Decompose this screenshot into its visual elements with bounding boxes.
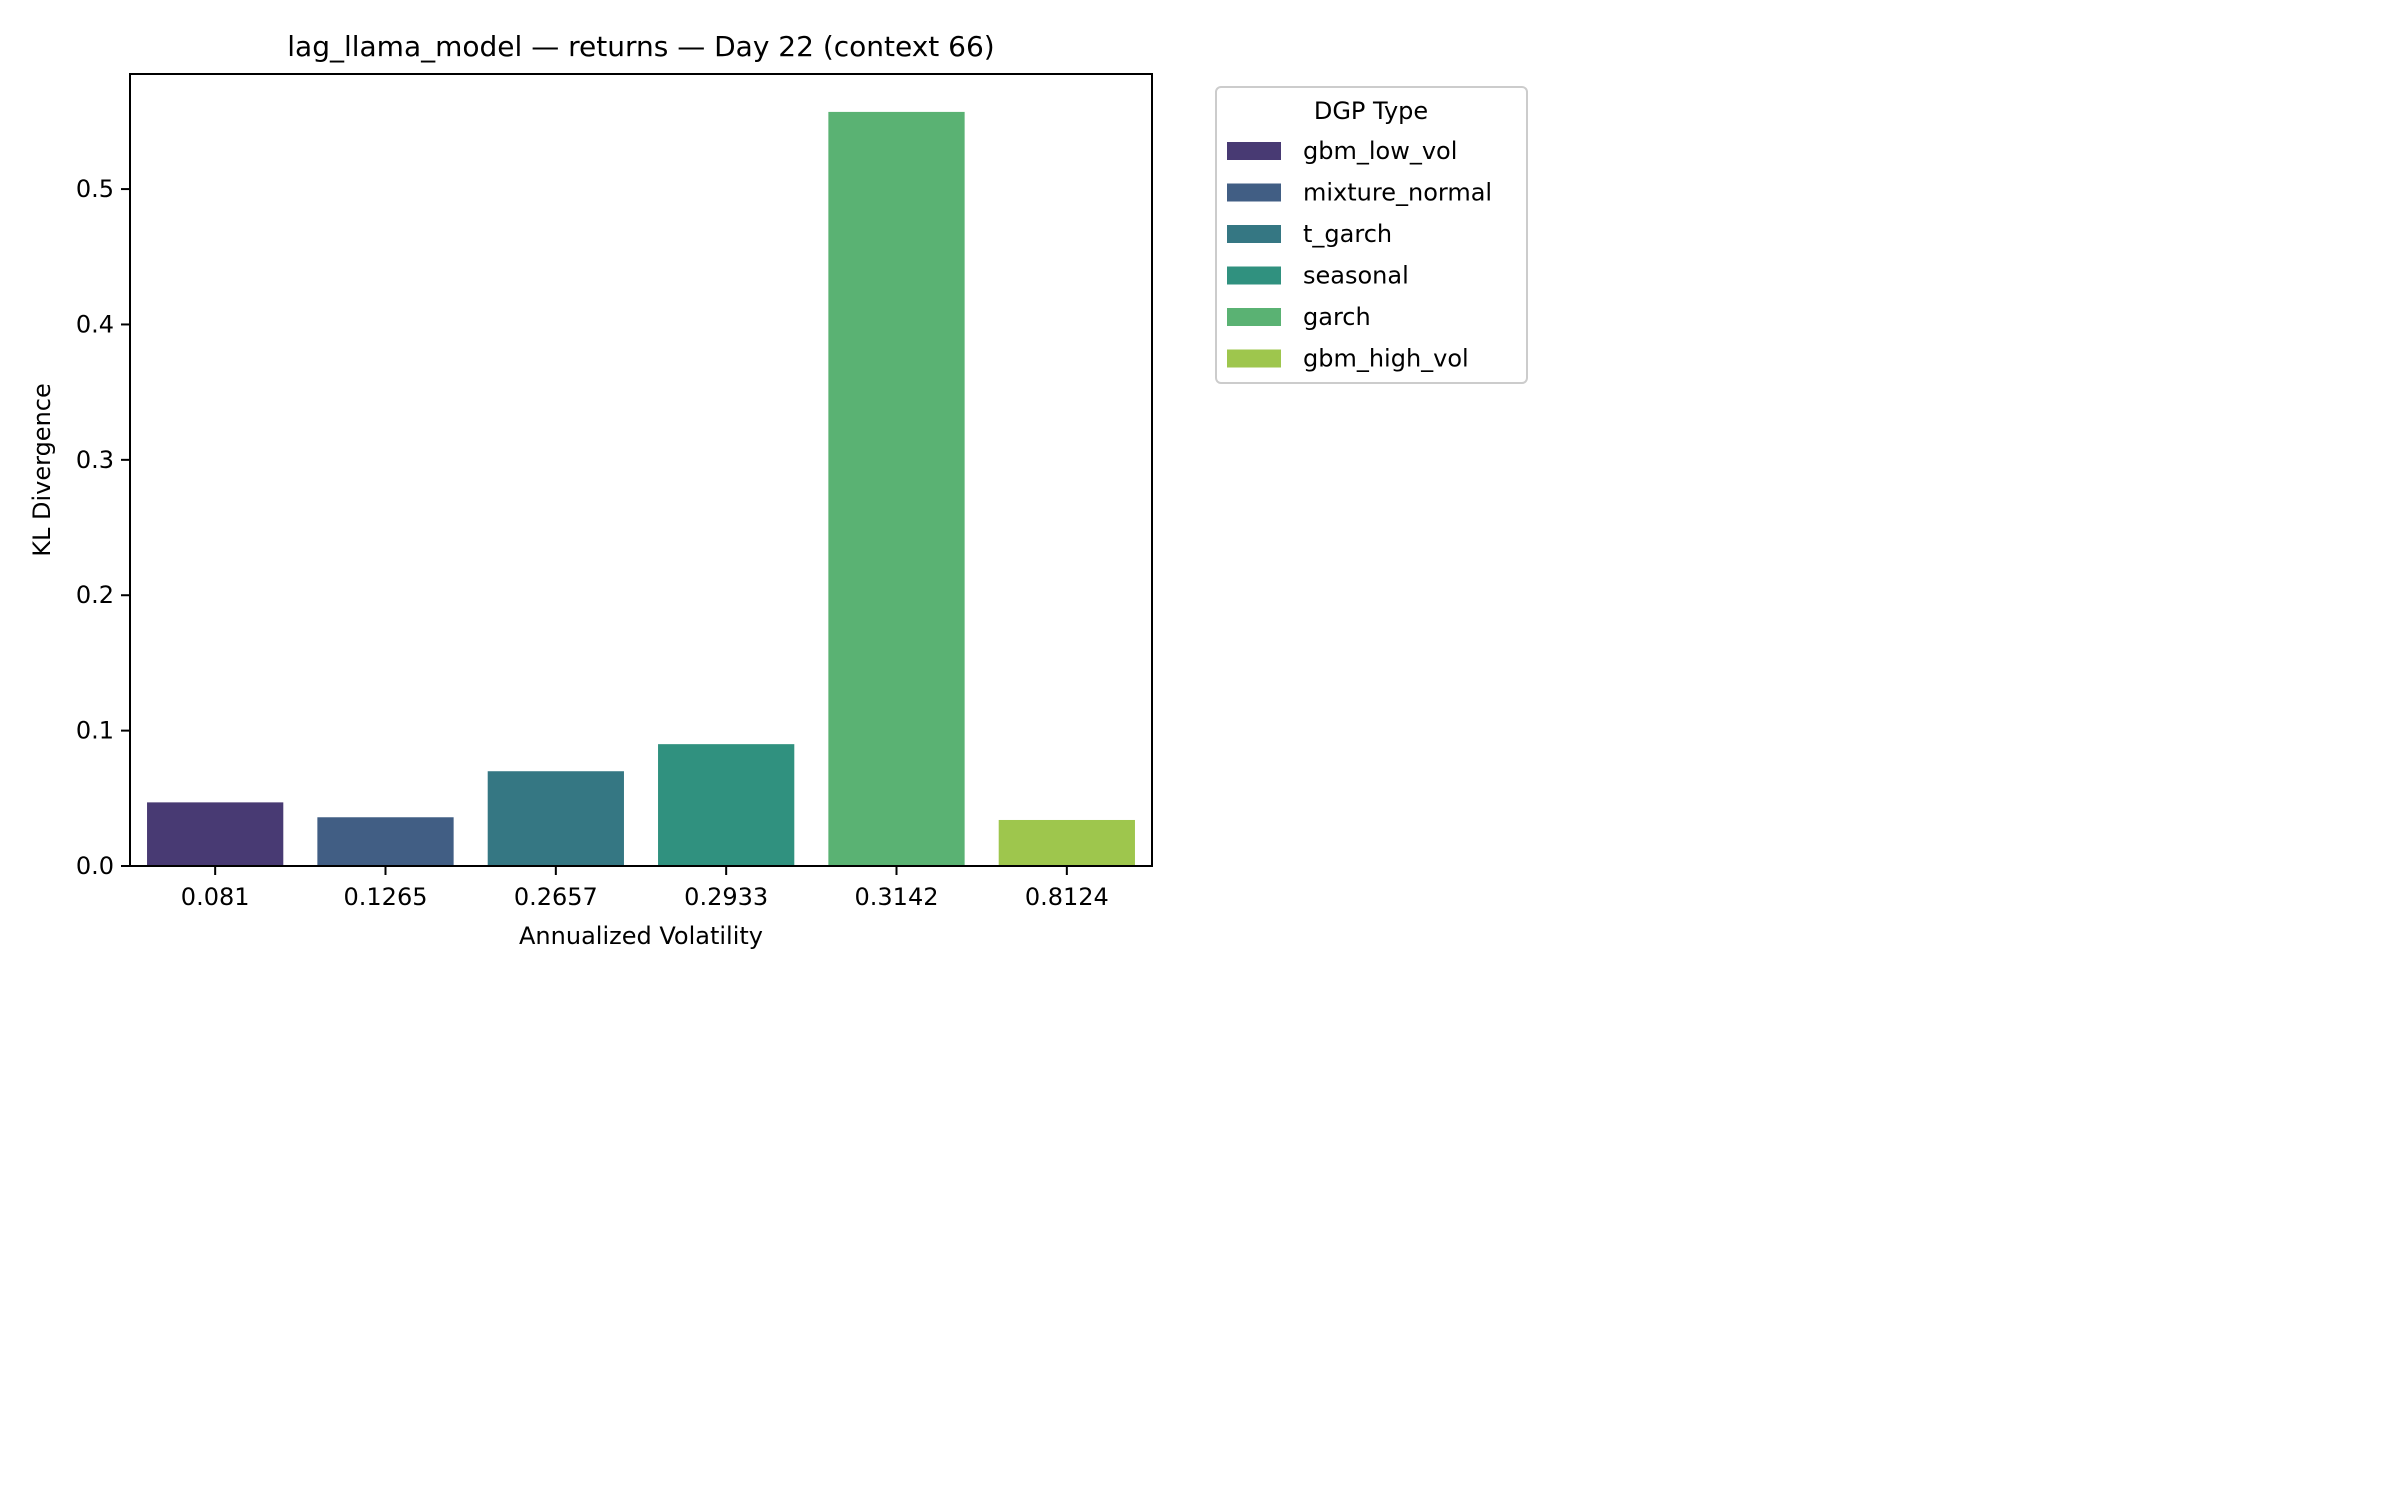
x-tick-label: 0.2657 — [514, 883, 598, 911]
legend-swatch-garch — [1227, 308, 1281, 326]
chart-figure: lag_llama_model — returns — Day 22 (cont… — [28, 30, 1528, 950]
bar-gbm_low_vol — [147, 802, 284, 866]
legend-label-gbm_low_vol: gbm_low_vol — [1303, 137, 1457, 165]
y-axis: 0.0 0.1 0.2 0.3 0.4 0.5 — [76, 175, 130, 880]
bar-gbm_high_vol — [998, 819, 1135, 866]
x-tick-label: 0.1265 — [344, 883, 428, 911]
legend-frame — [1215, 86, 1528, 384]
legend-swatch-gbm_high_vol — [1227, 349, 1281, 368]
y-tick-label: 0.5 — [76, 175, 114, 203]
legend-swatch-gbm_low_vol — [1227, 142, 1281, 160]
y-tick-label: 0.0 — [76, 852, 114, 880]
bar-t_garch — [487, 771, 624, 866]
x-tick-label: 0.3142 — [855, 883, 939, 911]
legend-label-garch: garch — [1303, 303, 1371, 331]
y-tick-label: 0.1 — [76, 717, 114, 745]
chart-title: lag_llama_model — returns — Day 22 (cont… — [287, 30, 994, 63]
legend-swatch-mixture_normal — [1227, 183, 1281, 202]
x-tick-label: 0.8124 — [1025, 883, 1109, 911]
y-axis-label: KL Divergence — [28, 383, 56, 556]
legend-label-t_garch: t_garch — [1303, 220, 1392, 248]
x-axis-label: Annualized Volatility — [519, 922, 763, 950]
legend-label-mixture_normal: mixture_normal — [1303, 179, 1492, 207]
x-tick-label: 0.2933 — [684, 883, 768, 911]
legend-swatch-seasonal — [1227, 266, 1281, 285]
legend-title: DGP Type — [1314, 97, 1428, 125]
legend: DGP Type gbm_low_vol mixture_normal t_garc… — [1215, 86, 1528, 384]
bars-group — [147, 111, 1135, 866]
y-tick-label: 0.2 — [76, 581, 114, 609]
legend-label-seasonal: seasonal — [1303, 262, 1409, 290]
legend-label-gbm_high_vol: gbm_high_vol — [1303, 345, 1469, 373]
bar-mixture_normal — [317, 817, 454, 866]
bar-garch — [828, 111, 965, 866]
y-tick-label: 0.4 — [76, 310, 114, 338]
legend-swatch-t_garch — [1227, 225, 1281, 243]
x-axis: 0.081 0.1265 0.2657 0.2933 0.3142 0.8124 — [181, 866, 1109, 911]
x-tick-label: 0.081 — [181, 883, 250, 911]
y-tick-label: 0.3 — [76, 446, 114, 474]
legend-entries: gbm_low_vol mixture_normal t_garch seasonal… — [1227, 137, 1492, 373]
plot-frame — [129, 73, 1153, 867]
bar-seasonal — [658, 744, 795, 866]
